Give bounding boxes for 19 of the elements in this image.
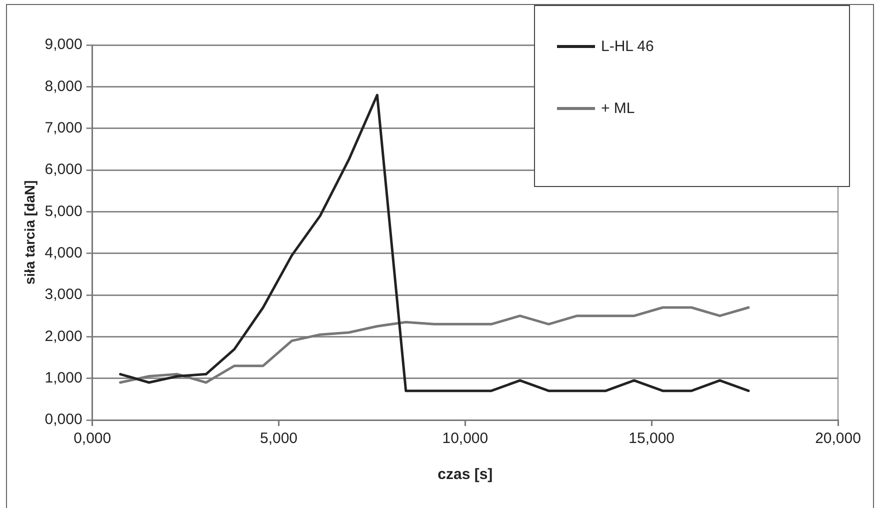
y-tick-label: 0,000	[44, 411, 82, 428]
x-tick-label: 15,000	[628, 430, 675, 448]
y-tick-label: 9,000	[44, 36, 82, 54]
y-tick-label: 8,000	[44, 78, 82, 95]
x-tick-label: 20,000	[815, 430, 861, 448]
y-tick-label: 2,000	[44, 328, 82, 345]
legend-label: L-HL 46	[601, 38, 654, 55]
y-tick-label: 1,000	[44, 369, 82, 386]
y-tick-label: 5,000	[44, 202, 82, 220]
y-tick-label: 4,000	[44, 244, 82, 262]
y-axis-title: siła tarcia [daN]	[21, 180, 38, 285]
x-tick-label: 10,000	[442, 430, 488, 448]
legend-label: + ML	[601, 100, 635, 117]
y-tick-label: 6,000	[44, 161, 82, 178]
y-tick-label: 3,000	[44, 286, 82, 304]
y-tick-label: 7,000	[44, 119, 82, 136]
x-tick-label: 0,000	[74, 430, 112, 448]
x-tick-label: 5,000	[260, 430, 298, 448]
x-axis-title: czas [s]	[438, 466, 493, 484]
